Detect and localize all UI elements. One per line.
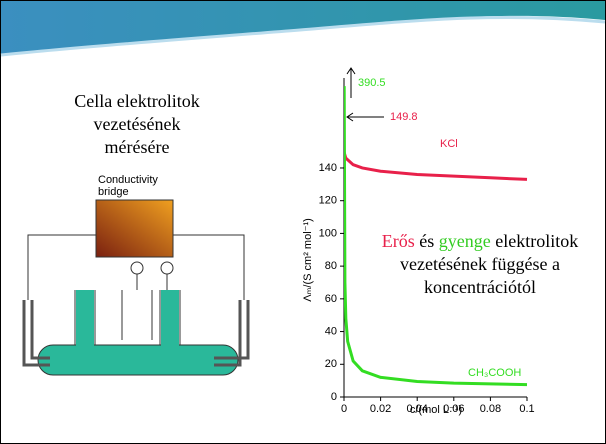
y-tick-label: 140 — [319, 162, 337, 174]
slide: Cella elektrolitok vezetésének mérésére … — [0, 0, 606, 444]
strong: Erős — [382, 231, 415, 251]
caption: Cella elektrolitok — [74, 91, 199, 111]
overlay: Erős és gyenge elektrolitok vezetésének … — [364, 226, 596, 298]
y-axis-label: Λₘ/(S cm² mol⁻¹) — [302, 218, 314, 302]
y-tick-label: 60 — [325, 293, 337, 305]
x-tick-label: 0.1 — [519, 403, 534, 415]
y-tick-label: 80 — [325, 260, 337, 272]
tube — [76, 290, 94, 350]
bulb — [161, 262, 173, 274]
overlay-line: koncentrációtól — [424, 277, 536, 297]
bulb — [131, 262, 143, 274]
y-tick-label: 120 — [319, 195, 337, 207]
caption: mérésére — [105, 137, 170, 157]
caption: vezetésének — [94, 114, 181, 134]
x-tick-label: 0.06 — [443, 403, 464, 415]
series-label: KCl — [440, 138, 458, 150]
weak: gyenge — [439, 231, 491, 251]
y-tick-label: 100 — [319, 227, 337, 239]
series-label: CH₃COOH — [468, 367, 521, 379]
y-tick-label: 0 — [331, 391, 337, 403]
annotation: 390.5 — [358, 77, 386, 89]
bridge-label: Conductivity — [98, 174, 158, 186]
overlay-line: Erős és gyenge elektrolitok — [382, 231, 578, 251]
bridge — [96, 200, 173, 257]
x-tick-label: 0.08 — [480, 403, 501, 415]
and: és — [419, 231, 434, 251]
annotation: 149.8 — [390, 111, 418, 123]
rest: elektrolitok — [495, 231, 578, 251]
x-tick-label: 0.02 — [370, 403, 391, 415]
x-tick-label: 0.04 — [406, 403, 427, 415]
bridge-label: bridge — [98, 186, 129, 198]
y-tick-label: 20 — [325, 358, 337, 370]
tube — [161, 290, 179, 350]
y-tick-label: 40 — [325, 325, 337, 337]
x-tick-label: 0 — [341, 403, 347, 415]
cell-body — [38, 345, 238, 375]
overlay-line: vezetésének függése a — [400, 254, 560, 274]
